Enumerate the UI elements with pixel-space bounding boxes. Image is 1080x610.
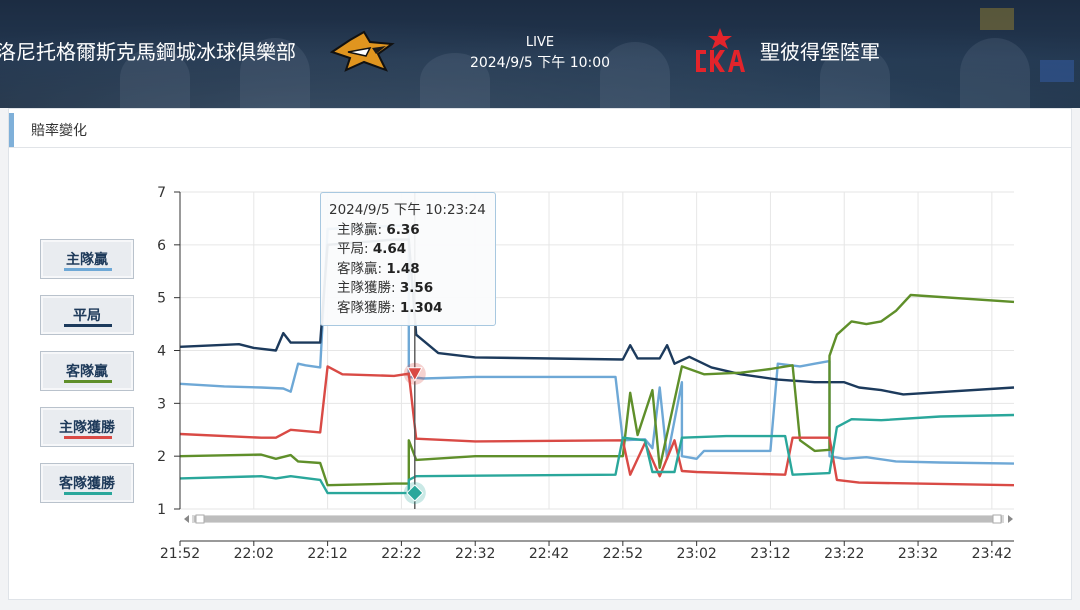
y-tick-label: 5 (157, 291, 166, 307)
live-label: LIVE (525, 35, 555, 50)
match-status: LIVE 2024/9/5 下午 10:00 (440, 35, 640, 72)
legend-label: 客隊贏 (66, 364, 108, 380)
x-tick-label: 22:22 (381, 546, 421, 562)
scroll-left-arrow-icon (184, 515, 189, 523)
tooltip-row: 平局: 4.64 (337, 241, 407, 257)
series-line (179, 293, 1015, 487)
y-tick-label: 4 (157, 344, 166, 360)
match-header: 洛尼托格爾斯克馬鋼城冰球俱樂部 LIVE 2024/9/5 下午 10:00 聖… (0, 0, 1080, 108)
legend-label: 平局 (73, 308, 101, 324)
x-tick-label: 23:32 (898, 546, 938, 562)
chart-scrollbar[interactable] (184, 514, 1013, 524)
legend-line-swatch (64, 436, 112, 439)
hover-marker (406, 484, 424, 502)
legend-line-swatch (64, 380, 112, 383)
legend-toggle-home-win[interactable]: 主隊贏 (40, 239, 134, 279)
tooltip-row: 主隊贏: 6.36 (337, 221, 420, 238)
tooltip-row: 客隊贏: 1.48 (337, 260, 420, 277)
legend-label: 客隊獲勝 (59, 476, 115, 492)
tooltip-row: 主隊獲勝: 3.56 (337, 280, 434, 296)
series-line (179, 413, 1015, 495)
chart-tooltip: 2024/9/5 下午 10:23:24 主隊贏: 6.36 平局: 4.64 … (320, 192, 496, 326)
scroll-right-arrow-icon (1008, 515, 1013, 523)
legend-toggle-home-victory[interactable]: 主隊獲勝 (40, 407, 134, 447)
legend-toggle-away-victory[interactable]: 客隊獲勝 (40, 463, 134, 503)
home-team-logo-icon (329, 30, 396, 80)
hover-marker (406, 367, 423, 382)
x-tick-label: 23:12 (750, 546, 790, 562)
y-tick-label: 6 (157, 238, 166, 254)
x-tick-label: 22:32 (455, 546, 495, 562)
x-tick-label: 23:02 (676, 546, 716, 562)
x-tick-label: 22:42 (529, 546, 569, 562)
legend-line-swatch (64, 492, 112, 495)
series-line (179, 365, 1015, 487)
tooltip-time: 2024/9/5 下午 10:23:24 (329, 202, 486, 218)
x-tick-label: 22:02 (234, 546, 274, 562)
legend-line-swatch (64, 268, 112, 271)
away-team-name: 聖彼得堡陸軍 (760, 40, 880, 64)
y-tick-label: 2 (157, 449, 166, 465)
legend-toggle-away-win[interactable]: 客隊贏 (40, 351, 134, 391)
y-tick-label: 3 (157, 396, 166, 412)
x-tick-label: 22:52 (603, 546, 643, 562)
x-tick-label: 23:42 (972, 546, 1012, 562)
scrollbar-handle-left (195, 514, 205, 524)
panel-title: 賠率變化 (31, 123, 87, 139)
x-tick-label: 21:52 (160, 546, 200, 562)
legend-label: 主隊獲勝 (59, 420, 115, 436)
series-line (179, 224, 1015, 465)
x-tick-label: 23:22 (824, 546, 864, 562)
legend-label: 主隊贏 (66, 252, 108, 268)
y-tick-label: 7 (157, 185, 166, 201)
panel-accent-bar (9, 113, 14, 147)
y-tick-label: 1 (157, 502, 166, 518)
home-team-name: 洛尼托格爾斯克馬鋼城冰球俱樂部 (0, 40, 296, 64)
scrollbar-thumb (194, 516, 1002, 522)
x-tick-label: 22:12 (307, 546, 347, 562)
away-team-logo-icon (692, 28, 748, 82)
series-line (179, 238, 1015, 396)
match-datetime: 2024/9/5 下午 10:00 (469, 55, 611, 71)
scrollbar-handle-right (992, 514, 1002, 524)
legend-toggle-draw[interactable]: 平局 (40, 295, 134, 335)
panel-header: 賠率變化 (9, 109, 1071, 148)
legend-line-swatch (64, 324, 112, 327)
tooltip-row: 客隊獲勝: 1.304 (337, 299, 443, 316)
